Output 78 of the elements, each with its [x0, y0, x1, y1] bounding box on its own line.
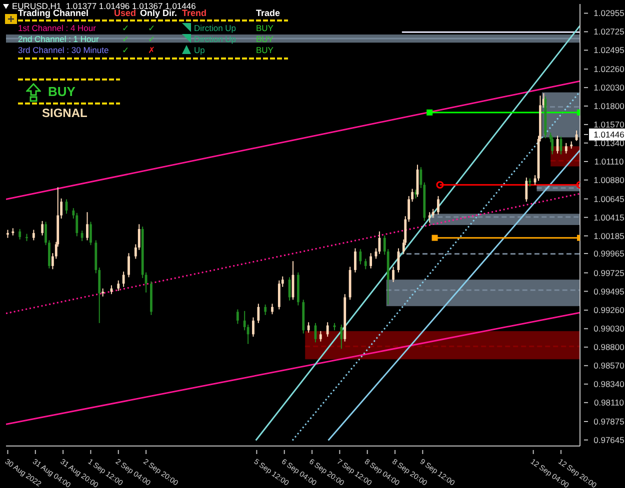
- candlestick: [392, 266, 394, 283]
- candlestick: [319, 330, 322, 342]
- candlestick: [364, 258, 367, 270]
- annotation: BUY: [256, 44, 274, 56]
- candlestick: [354, 248, 356, 273]
- annotation: ✓: [122, 33, 130, 45]
- y-tick-label: 1.00185: [594, 230, 625, 241]
- candlestick: [370, 252, 372, 269]
- candlestick: [271, 303, 274, 315]
- candlestick: [307, 322, 310, 334]
- y-tick-label: 1.01800: [594, 101, 625, 112]
- candlestick: [252, 316, 254, 338]
- candlestick: [32, 229, 35, 241]
- candlestick: [437, 196, 440, 216]
- annotation: Trading Channel: [18, 8, 89, 19]
- candlestick: [18, 228, 22, 240]
- annotation: BUY: [48, 84, 76, 99]
- annotation: Up: [194, 44, 205, 56]
- y-tick-label: 0.97645: [594, 434, 625, 445]
- y-tick-label: 0.97875: [594, 416, 625, 426]
- y-tick-label: 1.01570: [594, 120, 625, 130]
- candlestick: [128, 252, 130, 278]
- candlestick: [122, 271, 125, 288]
- y-tick-label: 1.01110: [594, 156, 624, 167]
- y-tick-label: 1.01446: [594, 130, 625, 140]
- annotation: ✓: [122, 44, 130, 56]
- y-tick-label: 1.00880: [594, 174, 625, 185]
- y-tick-label: 0.98110: [594, 398, 624, 408]
- annotation: ✓: [148, 22, 156, 34]
- annotation: BUY: [256, 33, 274, 45]
- annotation: Trend: [182, 8, 207, 19]
- candlestick: [86, 212, 88, 241]
- candlestick: [90, 221, 92, 246]
- candlestick: [428, 212, 431, 224]
- candlestick: [564, 142, 568, 154]
- y-tick-label: 1.02495: [594, 45, 625, 56]
- y-tick-label: 1.02030: [594, 82, 625, 93]
- candlestick: [340, 324, 343, 350]
- y-tick-label: 0.98570: [594, 360, 625, 371]
- y-tick-label: 1.00415: [594, 212, 625, 222]
- y-tick-label: 1.02955: [594, 8, 625, 18]
- candlestick: [359, 248, 362, 265]
- candlestick: [551, 136, 554, 155]
- y-tick-label: 0.99260: [594, 305, 625, 316]
- y-tick-label: 1.02725: [594, 26, 625, 37]
- y-tick-label: 0.99030: [594, 324, 625, 334]
- y-tick-label: 0.98800: [594, 342, 625, 352]
- chart-title: EURUSD,H1 1.01377 1.01496 1.01367 1.01446: [12, 1, 196, 11]
- annotation: ✓: [148, 33, 156, 45]
- y-tick-label: 1.00645: [594, 194, 625, 204]
- candlestick: [278, 280, 280, 310]
- candlestick: [117, 280, 120, 292]
- candlestick: [41, 220, 44, 236]
- candlestick: [264, 304, 267, 316]
- y-tick-label: 0.99965: [594, 248, 625, 259]
- candlestick: [80, 230, 84, 242]
- candlestick: [257, 303, 260, 324]
- annotation: Trade: [256, 7, 280, 19]
- annotation: 3rd Channel : 30 Minute: [18, 44, 109, 56]
- candlestick: [525, 177, 528, 202]
- annotation: ✗: [148, 44, 156, 56]
- annotation: 1st Channel : 4 Hour: [18, 22, 96, 34]
- y-tick-label: 1.02260: [594, 64, 625, 74]
- annotation: BUY: [256, 22, 274, 34]
- annotation: 2nd Channel : 1 Hour: [18, 33, 99, 45]
- y-tick-label: 1.01340: [594, 138, 625, 148]
- annotation: SIGNAL: [42, 106, 88, 120]
- y-tick-label: 0.99495: [594, 286, 625, 296]
- annotation: ✓: [122, 22, 130, 34]
- y-tick-label: 0.99725: [594, 268, 625, 278]
- candlestick: [236, 308, 239, 324]
- y-tick-label: 0.98340: [594, 379, 625, 390]
- annotation: Dirction Up: [194, 33, 236, 45]
- candlestick: [326, 322, 329, 338]
- annotation: Dirction Up: [194, 22, 236, 34]
- candlestick: [76, 212, 78, 237]
- annotation: Only Dir.: [140, 8, 178, 19]
- annotation: Used: [114, 8, 136, 19]
